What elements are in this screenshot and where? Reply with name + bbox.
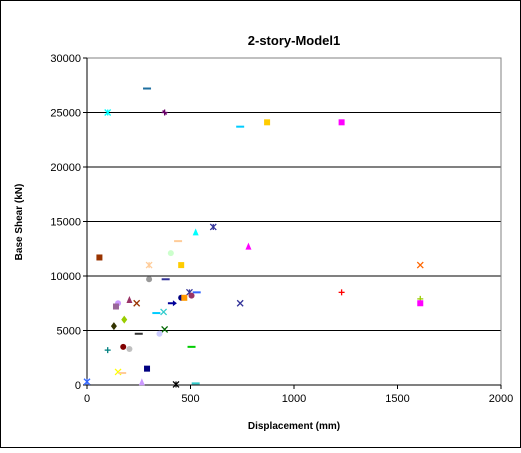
data-point — [126, 346, 133, 353]
data-point — [264, 119, 271, 126]
data-point — [104, 109, 112, 116]
y-tick-label: 25000 — [50, 108, 81, 120]
data-point — [146, 276, 153, 283]
y-axis-label: Base Shear (kN) — [14, 184, 25, 261]
data-point — [236, 299, 244, 307]
data-point — [191, 382, 200, 385]
data-point — [104, 347, 111, 354]
data-point — [152, 312, 161, 315]
data-point — [160, 308, 168, 316]
data-point — [338, 289, 345, 296]
data-point — [143, 87, 152, 90]
data-point — [167, 250, 174, 257]
y-tick-label: 5000 — [57, 326, 81, 338]
data-points — [83, 87, 424, 388]
data-point — [118, 372, 127, 375]
data-point — [134, 332, 143, 335]
data-point — [172, 380, 180, 388]
axes: 0 5000 10000 15000 20000 25000 30000 0 500 1000 15… — [50, 53, 513, 405]
data-point — [167, 300, 177, 307]
x-tick-label: 1500 — [385, 393, 409, 405]
x-tick-label: 500 — [181, 393, 199, 405]
data-point — [187, 345, 196, 348]
data-point — [120, 343, 127, 350]
data-point — [126, 295, 133, 303]
data-point — [96, 254, 103, 261]
x-tick-label: 2000 — [489, 393, 513, 405]
y-tick-label: 20000 — [50, 162, 81, 174]
data-point — [174, 240, 183, 243]
data-point — [178, 262, 185, 269]
data-point — [110, 322, 117, 331]
data-point — [245, 242, 252, 250]
data-point — [83, 378, 91, 386]
x-tick-label: 0 — [84, 393, 90, 405]
data-point — [188, 292, 195, 299]
chart-title: 2-story-Model1 — [248, 33, 340, 48]
data-point — [236, 125, 245, 128]
data-point — [417, 300, 424, 307]
data-point — [209, 223, 217, 231]
data-point — [133, 299, 141, 307]
y-tick-label: 0 — [75, 380, 81, 392]
data-point — [161, 278, 170, 281]
data-point — [181, 294, 188, 301]
data-point — [145, 261, 153, 269]
data-point — [161, 109, 168, 116]
y-tick-label: 10000 — [50, 271, 81, 283]
data-point — [161, 325, 169, 333]
x-tick-label: 1000 — [282, 393, 306, 405]
data-point — [416, 261, 424, 269]
data-point — [112, 303, 119, 310]
x-axis-label: Displacement (mm) — [248, 421, 340, 432]
data-point — [156, 330, 163, 337]
data-point — [192, 291, 201, 294]
data-point — [121, 315, 128, 324]
y-tick-label: 15000 — [50, 217, 81, 229]
data-point — [338, 119, 345, 126]
y-tick-label: 30000 — [50, 53, 81, 65]
data-point — [192, 228, 199, 236]
data-point — [138, 378, 145, 386]
data-point — [144, 365, 151, 372]
